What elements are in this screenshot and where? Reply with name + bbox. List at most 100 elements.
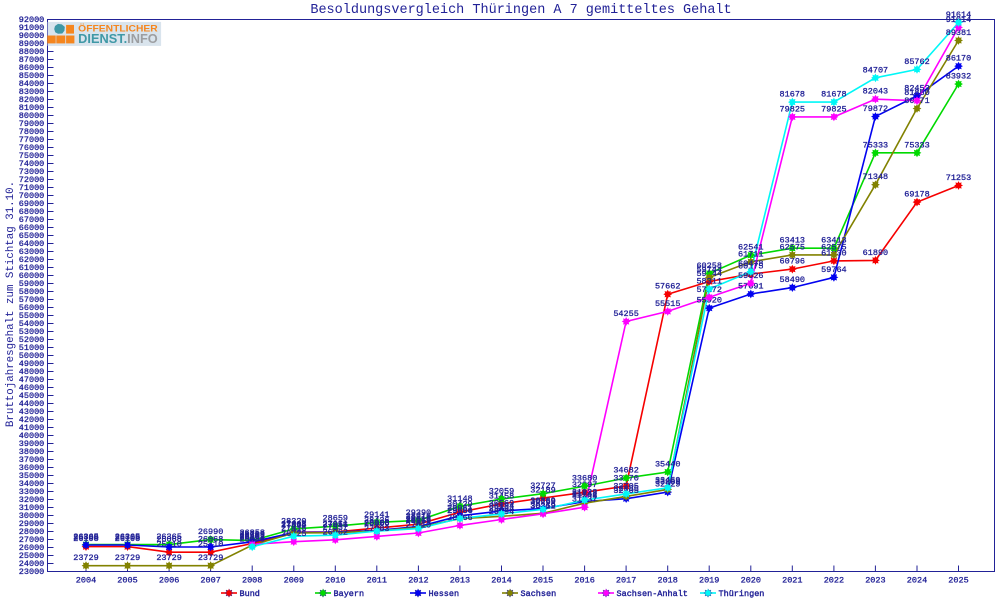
svg-text:28320: 28320 <box>281 516 307 526</box>
svg-text:90000: 90000 <box>19 31 45 41</box>
svg-text:29961: 29961 <box>447 503 473 513</box>
svg-text:58311: 58311 <box>696 277 722 287</box>
svg-text:81678: 81678 <box>821 90 847 100</box>
svg-text:56000: 56000 <box>19 303 45 313</box>
svg-text:65000: 65000 <box>19 231 45 241</box>
svg-text:63000: 63000 <box>19 247 45 257</box>
svg-text:62541: 62541 <box>738 243 764 253</box>
svg-text:2016: 2016 <box>574 576 594 586</box>
svg-text:32385: 32385 <box>613 484 639 494</box>
svg-text:71253: 71253 <box>946 173 972 183</box>
svg-text:85000: 85000 <box>19 71 45 81</box>
svg-text:23729: 23729 <box>73 553 99 563</box>
svg-text:33000: 33000 <box>19 487 45 497</box>
svg-text:82043: 82043 <box>863 87 889 97</box>
svg-text:58490: 58490 <box>780 275 806 285</box>
svg-text:67000: 67000 <box>19 215 45 225</box>
svg-text:28659: 28659 <box>323 514 349 524</box>
svg-text:35440: 35440 <box>655 460 681 470</box>
svg-text:82453: 82453 <box>904 83 930 93</box>
svg-text:63413: 63413 <box>821 236 847 246</box>
svg-text:28050: 28050 <box>364 519 390 529</box>
svg-text:26365: 26365 <box>73 532 99 542</box>
svg-text:81850: 81850 <box>904 88 930 98</box>
svg-text:26402: 26402 <box>239 532 265 542</box>
svg-text:75333: 75333 <box>863 140 889 150</box>
svg-text:36000: 36000 <box>19 463 45 473</box>
svg-text:Bruttojahresgehalt zum Stichta: Bruttojahresgehalt zum Stichtag 31.10. <box>5 181 17 427</box>
svg-text:62575: 62575 <box>821 242 847 252</box>
svg-text:24000: 24000 <box>19 559 45 569</box>
svg-text:30869: 30869 <box>530 496 556 506</box>
svg-text:49000: 49000 <box>19 359 45 369</box>
svg-text:92000: 92000 <box>19 15 45 25</box>
svg-text:41000: 41000 <box>19 423 45 433</box>
svg-text:54000: 54000 <box>19 319 45 329</box>
svg-text:61711: 61711 <box>738 249 764 259</box>
svg-text:Bund: Bund <box>240 589 260 599</box>
svg-text:DIENST.INFO: DIENST.INFO <box>78 32 158 46</box>
svg-text:23000: 23000 <box>19 567 45 577</box>
svg-text:70000: 70000 <box>19 191 45 201</box>
svg-text:2019: 2019 <box>699 576 719 586</box>
svg-text:27868: 27868 <box>281 520 307 530</box>
svg-text:33259: 33259 <box>655 477 681 487</box>
svg-text:52000: 52000 <box>19 335 45 345</box>
svg-text:26990: 26990 <box>198 527 224 537</box>
svg-text:80000: 80000 <box>19 111 45 121</box>
svg-text:Sachsen-Anhalt: Sachsen-Anhalt <box>617 589 688 599</box>
svg-text:32000: 32000 <box>19 495 45 505</box>
svg-text:42000: 42000 <box>19 415 45 425</box>
svg-text:2023: 2023 <box>865 576 885 586</box>
svg-text:84000: 84000 <box>19 79 45 89</box>
svg-text:35000: 35000 <box>19 471 45 481</box>
svg-text:79872: 79872 <box>863 104 889 114</box>
svg-text:79825: 79825 <box>821 104 847 114</box>
svg-text:2021: 2021 <box>782 576 802 586</box>
svg-text:50000: 50000 <box>19 351 45 361</box>
svg-text:71348: 71348 <box>863 172 889 182</box>
svg-text:84707: 84707 <box>863 65 889 75</box>
svg-text:73000: 73000 <box>19 167 45 177</box>
svg-text:53000: 53000 <box>19 327 45 337</box>
svg-text:27537: 27537 <box>323 523 349 533</box>
svg-text:54255: 54255 <box>613 309 639 319</box>
svg-text:33459: 33459 <box>655 475 681 485</box>
svg-text:63413: 63413 <box>780 236 806 246</box>
svg-text:57662: 57662 <box>655 282 681 292</box>
svg-text:81000: 81000 <box>19 103 45 113</box>
svg-text:86000: 86000 <box>19 63 45 73</box>
svg-text:79825: 79825 <box>780 104 806 114</box>
svg-text:2005: 2005 <box>117 576 137 586</box>
svg-text:Besoldungsvergleich Thüringen: Besoldungsvergleich Thüringen A 7 gemitt… <box>310 3 731 18</box>
svg-text:32705: 32705 <box>613 481 639 491</box>
svg-text:83000: 83000 <box>19 87 45 97</box>
svg-text:Thüringen: Thüringen <box>719 589 765 599</box>
svg-text:Bayern: Bayern <box>334 589 365 599</box>
svg-text:57000: 57000 <box>19 295 45 305</box>
svg-text:2013: 2013 <box>450 576 470 586</box>
svg-text:85762: 85762 <box>904 57 930 67</box>
svg-text:58000: 58000 <box>19 287 45 297</box>
svg-text:23729: 23729 <box>115 553 141 563</box>
svg-text:2025: 2025 <box>948 576 968 586</box>
svg-text:29634: 29634 <box>447 506 473 516</box>
svg-text:89381: 89381 <box>946 28 972 38</box>
svg-text:31742: 31742 <box>572 489 598 499</box>
svg-text:31542: 31542 <box>572 491 598 501</box>
svg-text:31148: 31148 <box>447 494 473 504</box>
svg-text:2015: 2015 <box>533 576 553 586</box>
svg-text:29390: 29390 <box>406 508 432 518</box>
svg-text:60000: 60000 <box>19 271 45 281</box>
svg-text:39000: 39000 <box>19 439 45 449</box>
svg-text:26068: 26068 <box>156 535 182 545</box>
svg-text:Sachsen: Sachsen <box>521 589 557 599</box>
svg-text:23729: 23729 <box>156 553 182 563</box>
svg-text:Hessen: Hessen <box>429 589 460 599</box>
svg-text:26709: 26709 <box>239 529 265 539</box>
svg-text:59764: 59764 <box>821 265 847 275</box>
svg-text:2010: 2010 <box>325 576 345 586</box>
svg-text:66000: 66000 <box>19 223 45 233</box>
svg-text:2007: 2007 <box>200 576 220 586</box>
svg-text:79000: 79000 <box>19 119 45 129</box>
